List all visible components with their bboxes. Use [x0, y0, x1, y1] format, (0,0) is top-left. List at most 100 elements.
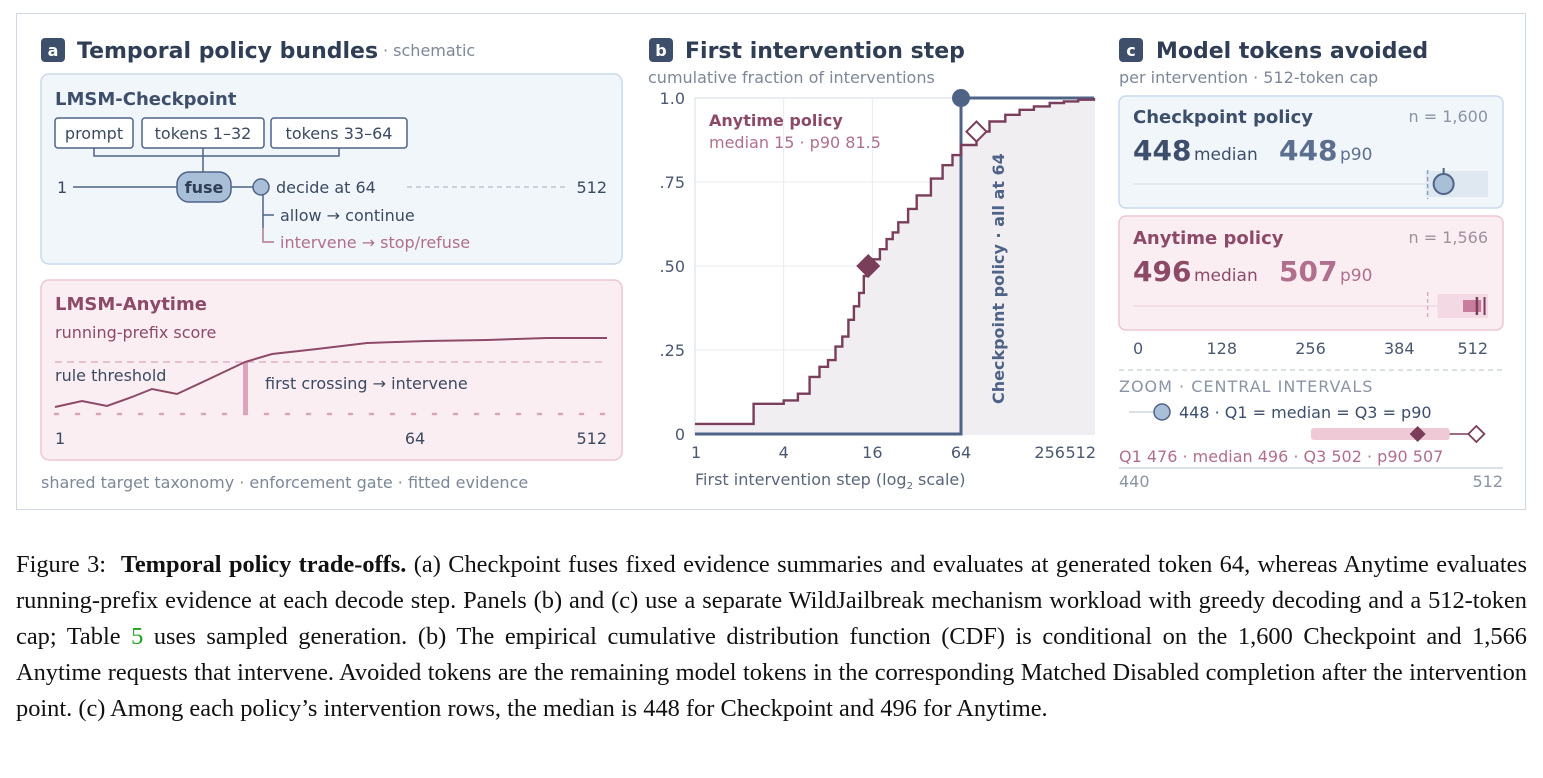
anytime-range-track	[1133, 292, 1488, 320]
allow-label: allow → continue	[280, 206, 415, 225]
cdf-x-tick-4: 256	[1034, 443, 1065, 462]
cdf-x-tick-3: 64	[951, 443, 971, 462]
fuse-label: fuse	[185, 178, 224, 197]
checkpoint-p90-word: p90	[1340, 145, 1372, 165]
cdf-x-tick-1: 4	[779, 443, 789, 462]
panel-a-title: Temporal policy bundles	[77, 39, 378, 64]
tokens-axis-ticks: 0 128 256 384 512	[1133, 339, 1488, 358]
cdf-y-ticks: .25 .50 .75 1.0 0	[660, 89, 685, 444]
cdf-x-tick-2: 16	[862, 443, 882, 462]
tokens-axis-tick-0: 0	[1133, 339, 1143, 358]
panel-b-title: First intervention step	[685, 39, 965, 64]
panel-b: b First intervention step cumulative fra…	[648, 38, 1096, 492]
threshold-label: rule threshold	[55, 366, 166, 385]
panel-a-letter: a	[48, 41, 59, 60]
tokens-axis-tick-2: 256	[1295, 339, 1326, 358]
checkpoint-range-track	[1133, 168, 1488, 199]
checkpoint-value-dot	[1432, 173, 1455, 195]
anytime-tick-512: 512	[576, 429, 607, 448]
panel-b-subtitle: cumulative fraction of interventions	[648, 68, 935, 87]
zoom-intervals	[1129, 403, 1486, 444]
zoom-tick-512: 512	[1472, 472, 1503, 491]
cdf-y-tick-1: .50	[660, 257, 685, 276]
cdf-x-tick-0: 1	[691, 443, 701, 462]
anytime-p90-word: p90	[1340, 266, 1372, 286]
cdf-x-axis-label: First intervention step (log2 scale)	[695, 470, 966, 492]
cdf-x-axis-label-main: First intervention step (log	[695, 470, 907, 489]
caption-table-ref[interactable]: 5	[131, 623, 144, 650]
cdf-y-tick-2: .75	[660, 173, 685, 192]
figure-svg: a Temporal policy bundles · schematic LM…	[40, 38, 1504, 492]
panel-a: a Temporal policy bundles · schematic LM…	[40, 38, 623, 492]
anytime-cdf-line	[695, 98, 1096, 426]
prefix-score-curve	[54, 337, 607, 408]
checkpoint-step-marker	[952, 89, 970, 107]
intervene-branch	[262, 228, 274, 243]
cdf-y-tick-3: 1.0	[660, 89, 685, 108]
anytime-cdf-fill	[695, 98, 1094, 434]
panel-b-letter: b	[655, 41, 666, 60]
intervene-label: intervene → stop/refuse	[280, 233, 470, 252]
figure-panel: a Temporal policy bundles · schematic LM…	[16, 13, 1526, 510]
first-crossing-label: first crossing → intervene	[265, 374, 468, 393]
anytime-p90-value: 507	[1279, 255, 1337, 288]
caption-text-1: (a) Checkpoint fuses fixed evidence summ…	[16, 551, 1527, 650]
panel-c-title: Model tokens avoided	[1156, 39, 1428, 64]
checkpoint-policy-label: Checkpoint policy · all at 64	[989, 153, 1008, 404]
panel-a-subtitle: · schematic	[383, 41, 475, 60]
zoom-anytime-p90-marker	[1467, 424, 1486, 444]
caption-text-2: uses sampled generation. (b) The empiric…	[16, 623, 1527, 722]
anytime-card	[1118, 215, 1504, 331]
zoom-title: ZOOM · CENTRAL INTERVALS	[1119, 377, 1373, 396]
panel-c-letter: c	[1126, 41, 1135, 60]
anytime-median-marker	[856, 254, 881, 278]
zoom-anytime-iqr	[1311, 428, 1450, 440]
anytime-subtitle: running-prefix score	[55, 323, 216, 342]
panel-c-letter-box	[1119, 38, 1143, 62]
chip-connector	[93, 148, 340, 174]
checkpoint-axis-start: 1	[57, 178, 67, 197]
anytime-median-value: 496	[1133, 255, 1191, 288]
checkpoint-card-n: n = 1,600	[1408, 107, 1488, 126]
anytime-card-title: Anytime policy	[1133, 228, 1284, 249]
caption-label: Figure 3:	[16, 551, 107, 578]
zoom-anytime-label: Q1 476 · median 496 · Q3 502 · p90 507	[1119, 447, 1443, 466]
anytime-p90-marker	[965, 120, 988, 144]
cdf-x-tick-5: 512	[1065, 443, 1096, 462]
anytime-policy-stats: median 15 · p90 81.5	[709, 133, 881, 152]
tokens-axis-tick-3: 384	[1384, 339, 1415, 358]
checkpoint-median-value: 448	[1133, 134, 1191, 167]
checkpoint-card-title: Checkpoint policy	[1133, 107, 1313, 128]
cdf-x-axis-label-end: scale)	[913, 470, 966, 489]
cdf-x-axis-label-sub: 2	[907, 481, 913, 492]
panel-a-footer: shared target taxonomy · enforcement gat…	[41, 473, 528, 492]
decide-label: decide at 64	[276, 178, 376, 197]
panel-c-subtitle: per intervention · 512-token cap	[1119, 68, 1378, 87]
anytime-tick-64: 64	[405, 429, 425, 448]
zoom-tick-440: 440	[1119, 472, 1150, 491]
anytime-median-word: median	[1194, 266, 1258, 286]
zoom-checkpoint-label: 448 · Q1 = median = Q3 = p90	[1179, 403, 1432, 422]
anytime-tick-1: 1	[55, 429, 65, 448]
checkpoint-card	[1118, 95, 1504, 209]
tokens-axis-tick-4: 512	[1457, 339, 1488, 358]
checkpoint-cdf-line	[695, 96, 1094, 436]
chip-prompt-label: prompt	[65, 124, 123, 143]
checkpoint-title: LMSM-Checkpoint	[55, 89, 237, 110]
caption-bold: Temporal policy trade-offs.	[120, 551, 407, 578]
cdf-plot: .25 .50 .75 1.0 0 1 4 16 64 256 512	[660, 89, 1096, 462]
cdf-x-ticks: 1 4 16 64 256 512	[691, 443, 1096, 462]
checkpoint-axis-end: 512	[576, 178, 607, 197]
decide-node	[252, 178, 270, 196]
checkpoint-p90-value: 448	[1279, 134, 1337, 167]
anytime-policy-label: Anytime policy	[709, 111, 843, 130]
first-crossing-marker	[243, 362, 248, 414]
cdf-y-tick-0: .25	[660, 341, 685, 360]
anytime-title: LMSM-Anytime	[55, 294, 207, 315]
anytime-card-n: n = 1,566	[1408, 228, 1488, 247]
panel-b-letter-box	[649, 38, 673, 62]
cdf-y-tick-zero: 0	[675, 425, 685, 444]
anytime-iqr-box	[1463, 300, 1482, 312]
zoom-checkpoint-dot	[1153, 403, 1171, 421]
chip-tokens-33-64-label: tokens 33–64	[286, 124, 393, 143]
